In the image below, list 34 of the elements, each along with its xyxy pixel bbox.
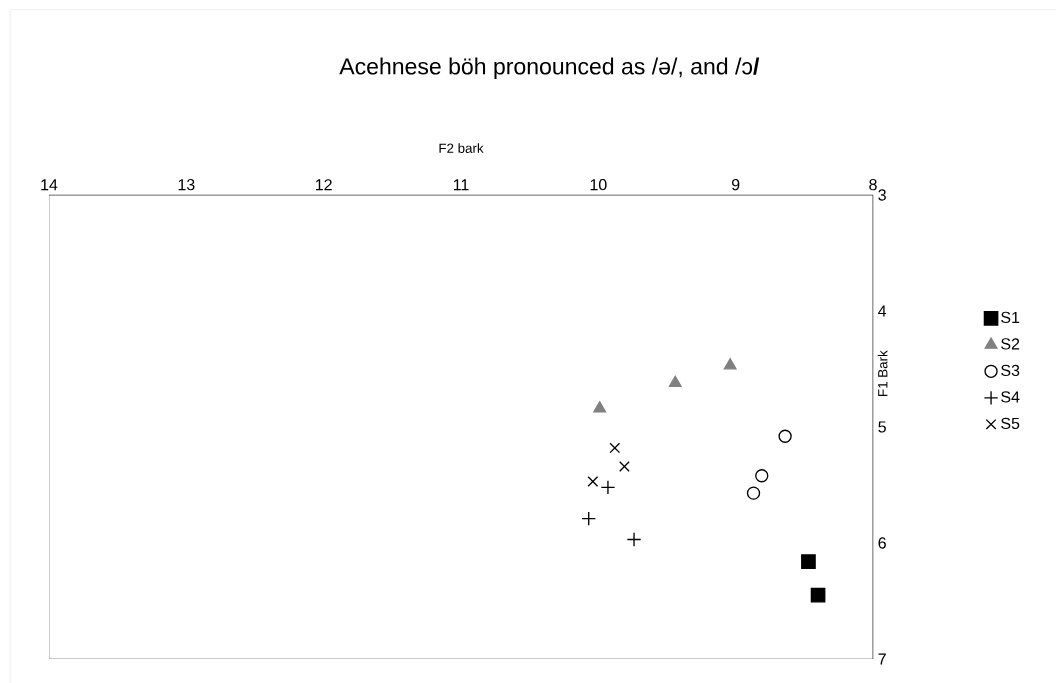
point (801, 554, 816, 569)
point (587, 476, 599, 487)
chart-title: Acehnese böh pronounced as /ə/, and /ɔ/ (339, 57, 760, 80)
y-tick-label: 6 (878, 537, 886, 549)
x-tick-label: 13 (178, 178, 195, 191)
point (619, 461, 630, 472)
y-tick-label: 7 (878, 653, 886, 665)
legend-label: S4 (1001, 391, 1020, 403)
point (668, 375, 682, 387)
y-axis-title: F1 Bark (877, 350, 888, 396)
x-axis-title: F2 bark (439, 143, 484, 153)
point (810, 587, 826, 603)
point (626, 532, 642, 547)
x-tick-label: 11 (453, 179, 469, 191)
x-tick-label: 9 (731, 178, 740, 191)
y-tick-label: 5 (878, 421, 886, 433)
point (581, 511, 597, 526)
point (609, 442, 621, 454)
point (755, 469, 769, 483)
legend-label: S1 (1001, 311, 1020, 324)
point (778, 429, 792, 443)
point (723, 358, 737, 370)
legend-label: S2 (1001, 338, 1020, 350)
point (593, 401, 607, 413)
point (746, 486, 761, 500)
x-tick-label: 12 (315, 179, 332, 191)
legend-label: S5 (1001, 417, 1020, 430)
x-tick-label: 10 (590, 178, 607, 191)
x-tick-label: 8 (869, 178, 877, 191)
y-tick-label: 4 (878, 305, 887, 317)
legend-label: S3 (1001, 364, 1020, 377)
y-tick-label: 3 (878, 189, 886, 201)
point (600, 479, 616, 495)
x-tick-label: 14 (41, 179, 58, 191)
